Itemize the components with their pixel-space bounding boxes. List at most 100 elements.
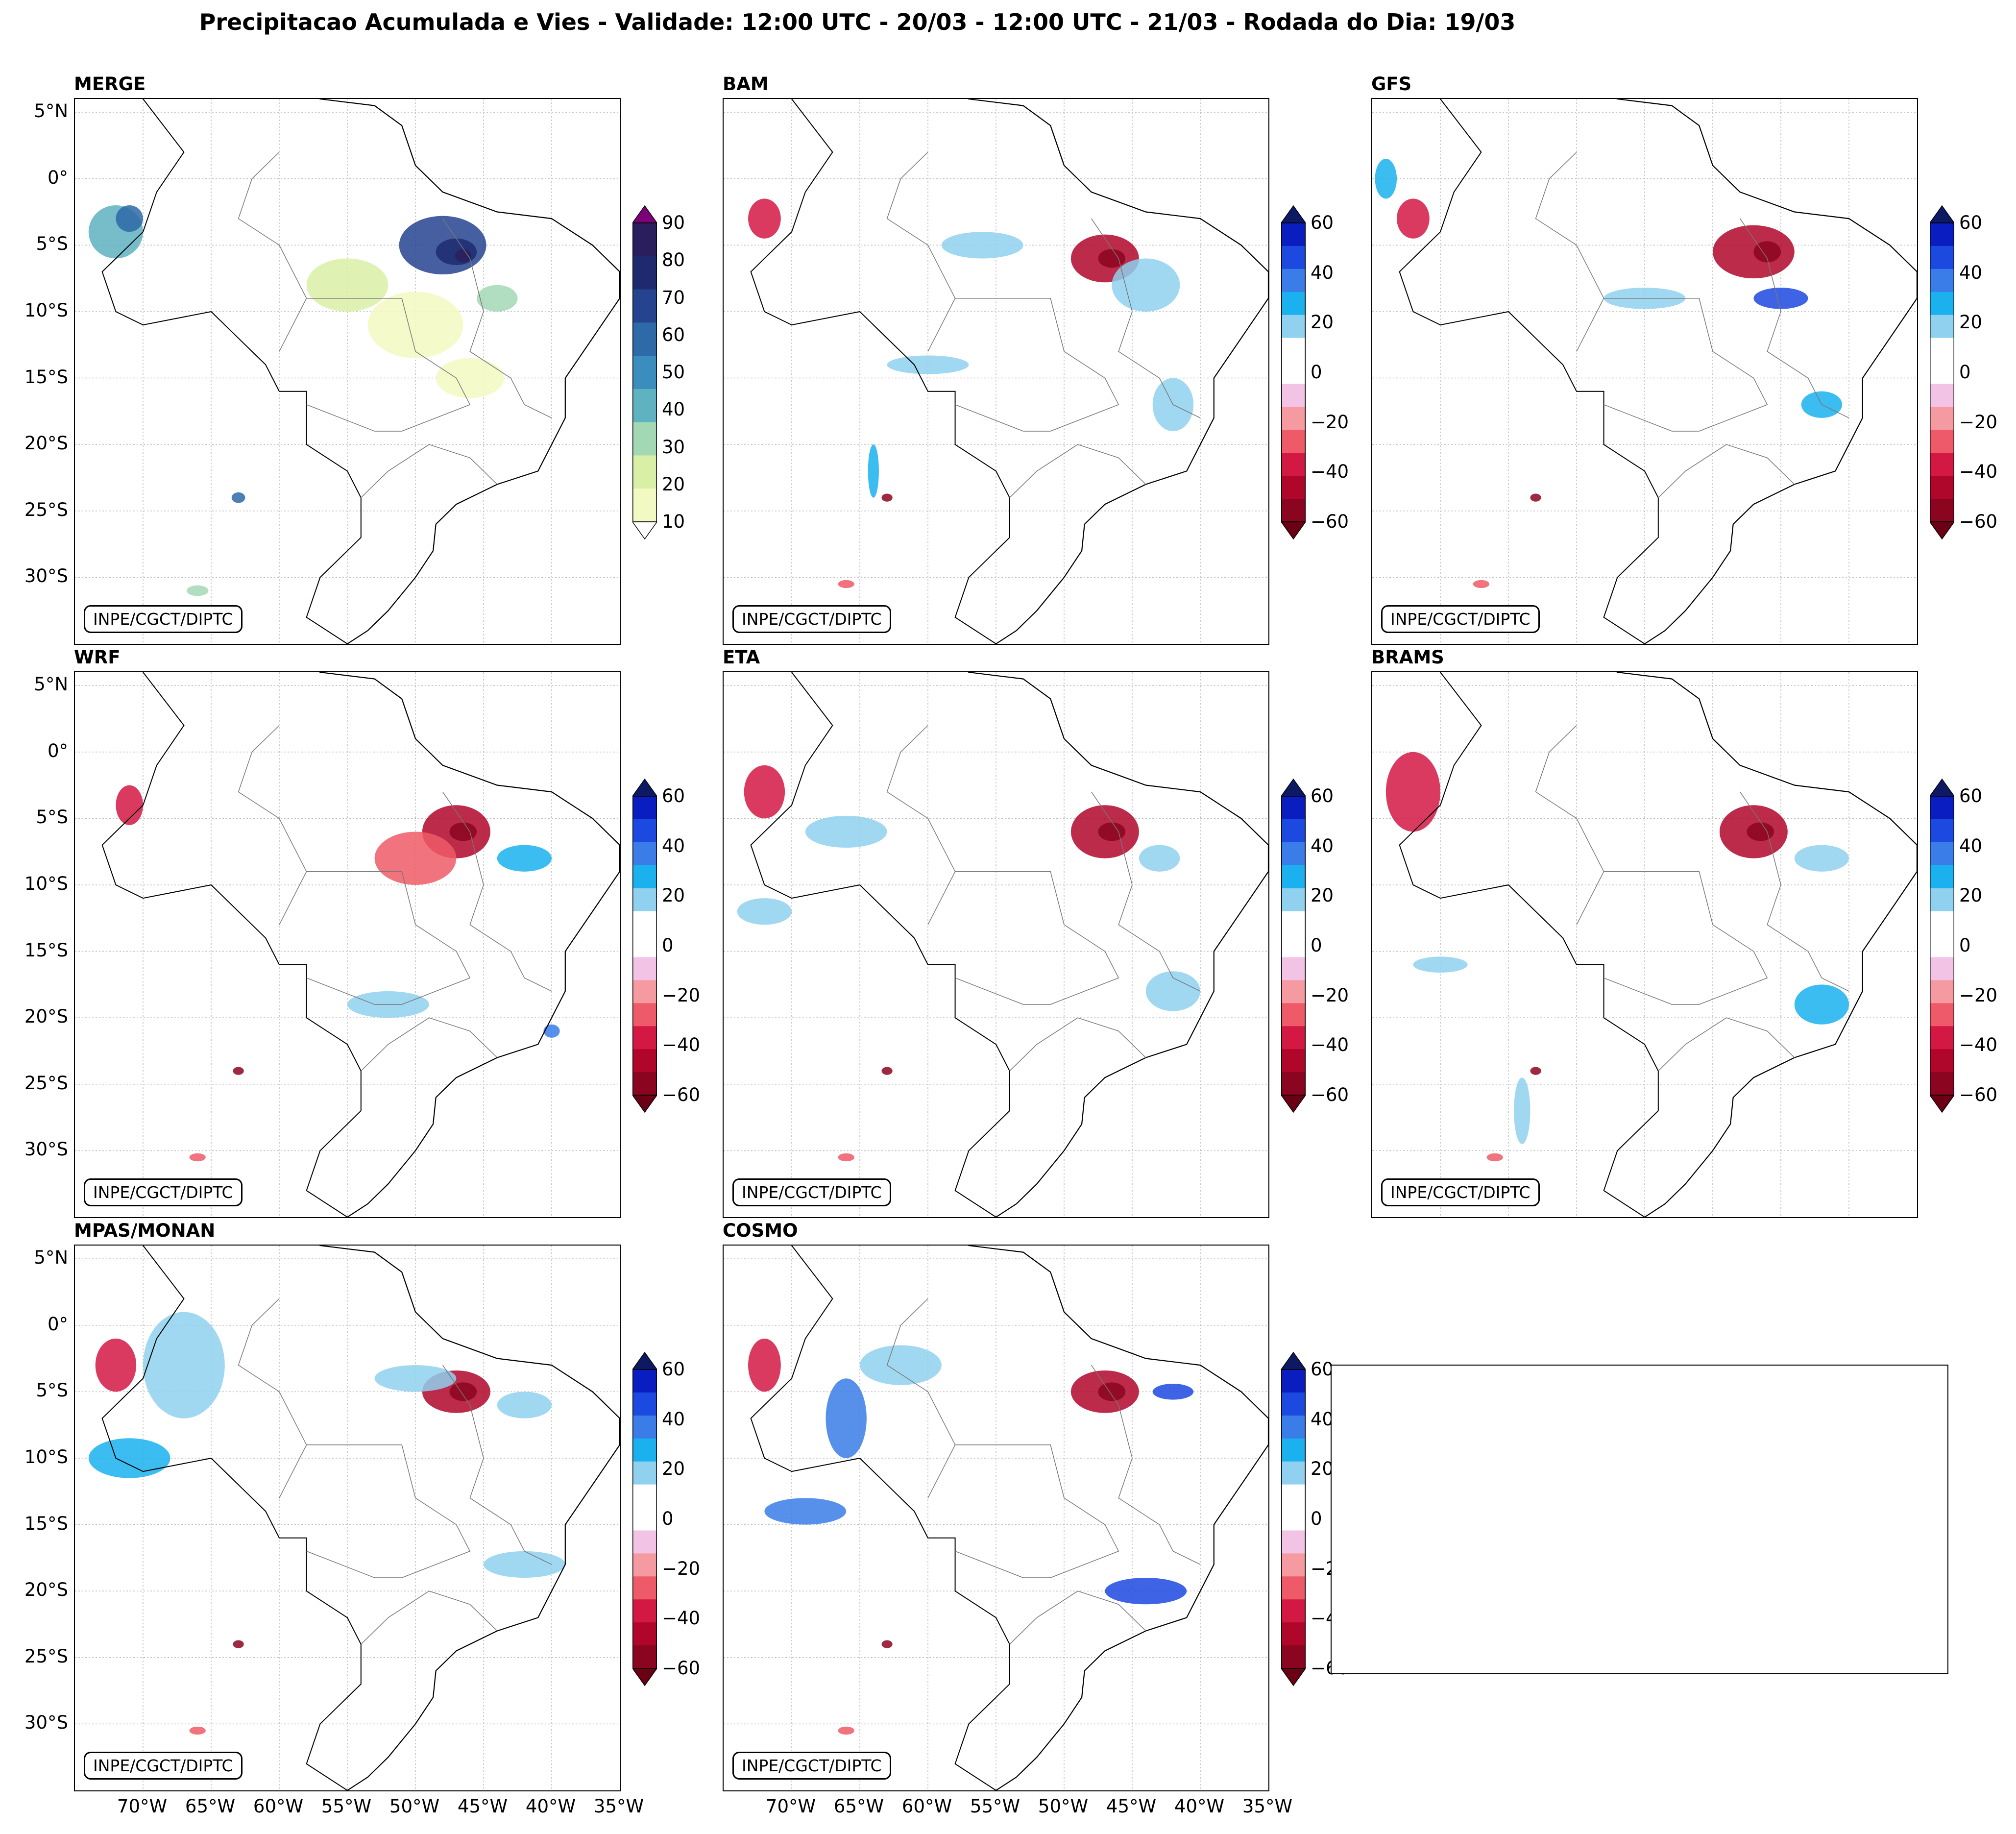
colorbar-swatch — [1930, 315, 1954, 339]
colorbar-swatch — [1930, 407, 1954, 430]
field-blob — [231, 492, 245, 503]
field-blob — [1514, 1077, 1530, 1144]
colorbar-swatch — [632, 957, 657, 980]
colorbar-swatch — [632, 819, 657, 843]
colorbar-swatch — [632, 980, 657, 1003]
panel-title-wrf: WRF — [74, 647, 121, 668]
colorbar-tick-label: 10 — [662, 511, 685, 532]
map-panel-eta: INPE/CGCT/DIPTC — [723, 671, 1269, 1218]
colorbar-tick-label: −40 — [662, 1608, 701, 1629]
lat-tick-label: 25°S — [24, 1645, 68, 1667]
field-blob — [1530, 1067, 1541, 1075]
colorbar-swatch — [1930, 361, 1954, 384]
colorbar-tick-label: 20 — [1959, 312, 1983, 333]
colorbar-swatch — [1930, 384, 1954, 407]
field-blob — [88, 1438, 170, 1478]
coastline — [319, 1246, 620, 1790]
lat-tick-label: 5°S — [36, 233, 68, 255]
lon-tick-label: 35°W — [1242, 1796, 1293, 1817]
colorbar-swatch — [632, 289, 657, 323]
colorbar-swatch — [1281, 888, 1306, 912]
lat-tick-label: 15°S — [24, 939, 68, 961]
colorbar-swatch — [1930, 957, 1954, 980]
colorbar-swatch — [1930, 934, 1954, 957]
colorbar-swatch — [632, 1530, 657, 1554]
map-canvas — [724, 1246, 1268, 1790]
lon-tick-label: 50°W — [389, 1796, 440, 1817]
field-blob — [497, 1392, 552, 1418]
lon-tick-label: 65°W — [833, 1796, 884, 1817]
field-blob — [838, 580, 854, 588]
colorbar-tick-label: −60 — [1311, 511, 1349, 532]
colorbar-swatch — [632, 256, 657, 290]
field-blob — [1375, 159, 1397, 199]
state-border — [1091, 1365, 1201, 1565]
colorbar-swatch — [632, 223, 657, 257]
state-border — [1009, 1017, 1146, 1072]
colorbar-tick-label: 60 — [662, 1359, 685, 1380]
map-canvas — [1372, 672, 1917, 1217]
lat-tick-label: 15°S — [24, 366, 68, 388]
field-blob — [1139, 845, 1180, 872]
colorbar-swatch — [1281, 842, 1306, 866]
field-blob — [477, 285, 518, 312]
state-border — [1091, 791, 1201, 992]
colorbar-tick-label: 20 — [662, 473, 685, 495]
state-border — [1535, 725, 1604, 872]
lon-tick-label: 40°W — [1174, 1796, 1225, 1817]
colorbar-tick-label: 0 — [662, 1508, 674, 1529]
empty-axes — [1331, 1365, 1948, 1674]
colorbar-tick-label: 40 — [1959, 835, 1983, 856]
state-border — [1739, 218, 1849, 418]
state-border — [886, 1298, 956, 1445]
credit-stamp: INPE/CGCT/DIPTC — [1381, 605, 1540, 633]
colorbar-tick-label: 20 — [1311, 885, 1334, 906]
lon-tick-label: 55°W — [970, 1796, 1020, 1817]
state-border — [927, 1444, 1119, 1578]
colorbar-swatch — [632, 1392, 657, 1416]
colorbar-swatch — [1281, 1484, 1306, 1508]
panel-title-mpas: MPAS/MONAN — [74, 1220, 216, 1241]
colorbar-tick-label: 0 — [1311, 362, 1322, 383]
colorbar-swatch — [1281, 980, 1306, 1003]
state-border — [238, 1298, 307, 1445]
map-canvas — [75, 1246, 620, 1790]
colorbar: 60 40 20 0 −20 −40 −60 — [1280, 203, 1349, 543]
colorbar-extend-bottom — [1280, 1668, 1307, 1687]
colorbar-tick-label: 80 — [662, 249, 685, 271]
colorbar-tick-label: 0 — [1959, 935, 1971, 956]
colorbar-tick-label: −20 — [1959, 411, 1998, 433]
colorbar-swatch — [632, 356, 657, 390]
field-blob — [1486, 1153, 1503, 1162]
lat-tick-label: 30°S — [24, 1139, 68, 1160]
lat-tick-label: 5°N — [34, 674, 68, 695]
colorbar-swatch — [1930, 1049, 1954, 1073]
field-blob — [1152, 1384, 1194, 1400]
state-border — [1658, 444, 1795, 498]
colorbar-swatch — [632, 865, 657, 889]
colorbar-swatch — [1281, 1530, 1306, 1554]
country-border — [1399, 672, 1659, 1217]
field-blob — [189, 1726, 206, 1735]
colorbar-extend-bottom — [1929, 521, 1955, 540]
lat-tick-label: 10°S — [24, 873, 68, 894]
colorbar-frame — [1930, 222, 1954, 522]
state-border — [886, 151, 956, 299]
lat-tick-label: 5°S — [36, 1380, 68, 1401]
country-border — [750, 99, 1010, 644]
colorbar-tick-label: 60 — [662, 324, 685, 345]
colorbar-swatch — [1930, 269, 1954, 293]
colorbar-swatch — [1930, 453, 1954, 476]
colorbar-tick-label: 60 — [1311, 212, 1334, 233]
field-blob — [1098, 249, 1126, 268]
state-border — [442, 218, 552, 418]
coastline — [319, 672, 620, 1217]
colorbar-extend-bottom — [632, 521, 658, 540]
state-border — [1576, 871, 1768, 1005]
colorbar-swatch — [1281, 1507, 1306, 1531]
colorbar-extend-bottom — [1280, 521, 1307, 540]
state-border — [1739, 791, 1849, 992]
colorbar-tick-label: 40 — [662, 835, 685, 856]
colorbar: 60 40 20 0 −20 −40 −60 — [1280, 777, 1349, 1117]
colorbar-swatch — [632, 455, 657, 489]
